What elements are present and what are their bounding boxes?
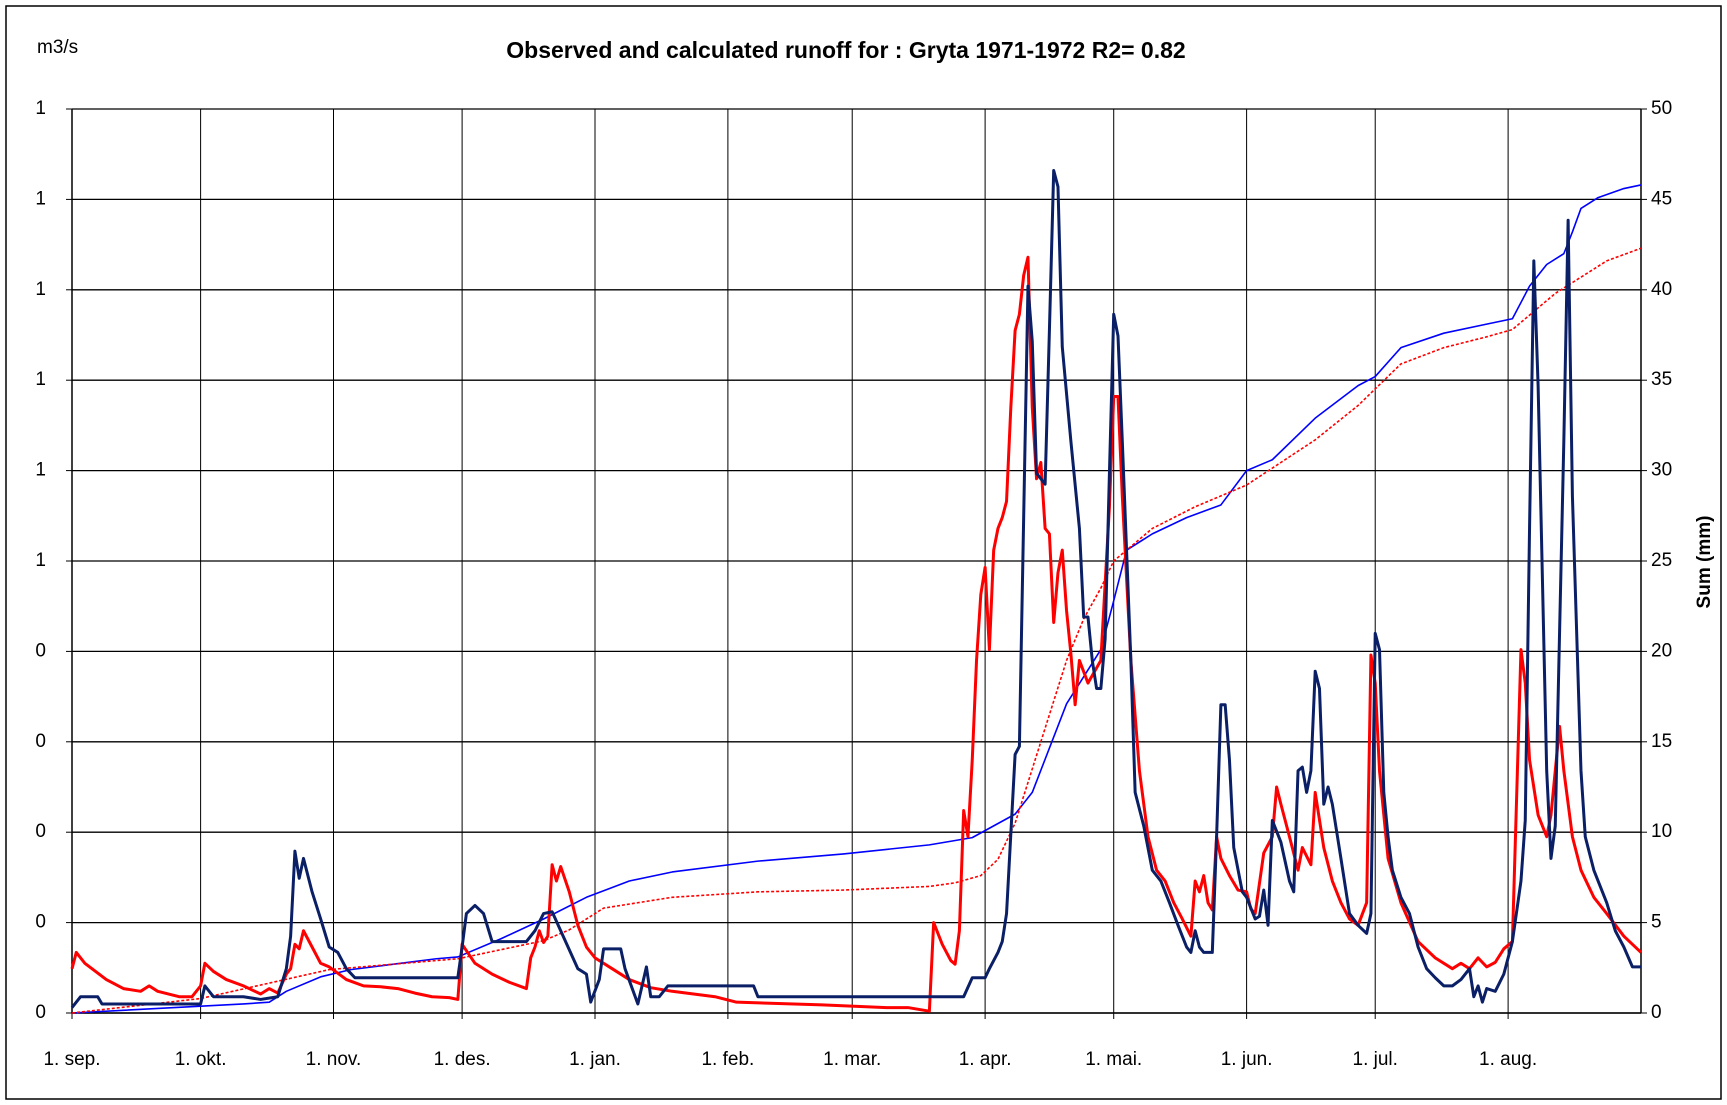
y-tick-label: 1	[35, 369, 46, 390]
x-tick-label: 1. okt.	[175, 1049, 227, 1070]
y-tick-label: 0	[35, 1002, 46, 1023]
y2-tick-label: 20	[1651, 640, 1672, 661]
y2-tick-label: 0	[1651, 1002, 1662, 1023]
y-tick-label: 1	[35, 550, 46, 571]
y-tick-label: 1	[35, 98, 46, 119]
y-tick-label: 1	[35, 188, 46, 209]
x-tick-label: 1. jul.	[1353, 1049, 1398, 1070]
x-tick-label: 1. nov.	[306, 1049, 362, 1070]
y2-tick-label: 35	[1651, 369, 1672, 390]
x-tick-label: 1. apr.	[959, 1049, 1012, 1070]
y2-tick-label: 10	[1651, 821, 1672, 842]
series-line	[71, 184, 1642, 1014]
series-line	[70, 168, 1641, 1009]
y-tick-label: 1	[35, 279, 46, 300]
y2-tick-label: 45	[1651, 188, 1672, 209]
y2-tick-label: 30	[1651, 460, 1672, 481]
y-tick-label: 0	[35, 640, 46, 661]
x-tick-label: 1. mar.	[823, 1049, 881, 1070]
y2-tick-label: 50	[1651, 98, 1672, 119]
y2-tick-label: 25	[1651, 550, 1672, 571]
y-axis-label: m3/s	[37, 37, 78, 58]
x-tick-label: 1. sep.	[43, 1049, 100, 1070]
x-tick-label: 1. aug.	[1479, 1049, 1537, 1070]
y2-tick-label: 5	[1651, 912, 1662, 933]
x-tick-label: 1. feb.	[701, 1049, 754, 1070]
y2-axis-label: Sum (mm)	[1694, 516, 1715, 609]
x-tick-label: 1. jan.	[569, 1049, 621, 1070]
y-tick-label: 0	[35, 731, 46, 752]
y2-tick-label: 40	[1651, 279, 1672, 300]
x-tick-label: 1. mai.	[1085, 1049, 1142, 1070]
y-tick-label: 1	[35, 460, 46, 481]
x-tick-label: 1. des.	[434, 1049, 491, 1070]
series-line	[71, 247, 1642, 1014]
y2-tick-label: 15	[1651, 731, 1672, 752]
y-tick-label: 0	[35, 821, 46, 842]
chart-title: Observed and calculated runoff for : Gry…	[506, 37, 1185, 63]
chart-border	[5, 5, 1722, 1100]
y-tick-label: 0	[35, 912, 46, 933]
x-tick-label: 1. jun.	[1221, 1049, 1273, 1070]
